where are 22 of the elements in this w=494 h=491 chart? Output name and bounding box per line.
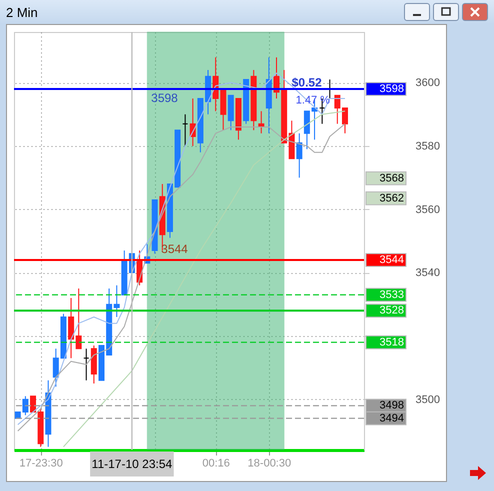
y-tick-label: 3500: [416, 394, 440, 406]
chart-title: 2 Min: [6, 4, 39, 20]
ref-line-label: 3498: [380, 400, 404, 412]
text: 3598: [380, 83, 404, 95]
x-tick-label: 00:16: [202, 458, 230, 470]
text: 3544: [380, 254, 404, 266]
text: 3568: [380, 172, 404, 184]
y-tick-label: 3600: [416, 77, 440, 90]
x-tick-label: 17-23:30: [19, 458, 63, 470]
y-tick-label: 3580: [416, 140, 440, 152]
ref-line-label: 3518: [380, 336, 404, 348]
ref-line-label: 3494: [380, 412, 404, 424]
y-tick-label: 3540: [416, 267, 440, 280]
ref-line-label: 3533: [380, 288, 404, 301]
ref-line-label: 3598: [151, 91, 178, 106]
y-tick-label: 3560: [416, 204, 440, 216]
text: 3562: [380, 192, 404, 204]
ref-line-label: 11-17-10 23:54: [92, 457, 173, 471]
ref-line-label: 3528: [380, 304, 404, 317]
annotation: $0.52: [292, 76, 322, 90]
ref-line-label: 3544: [161, 242, 188, 256]
x-tick-label: 18-00:30: [248, 458, 292, 470]
